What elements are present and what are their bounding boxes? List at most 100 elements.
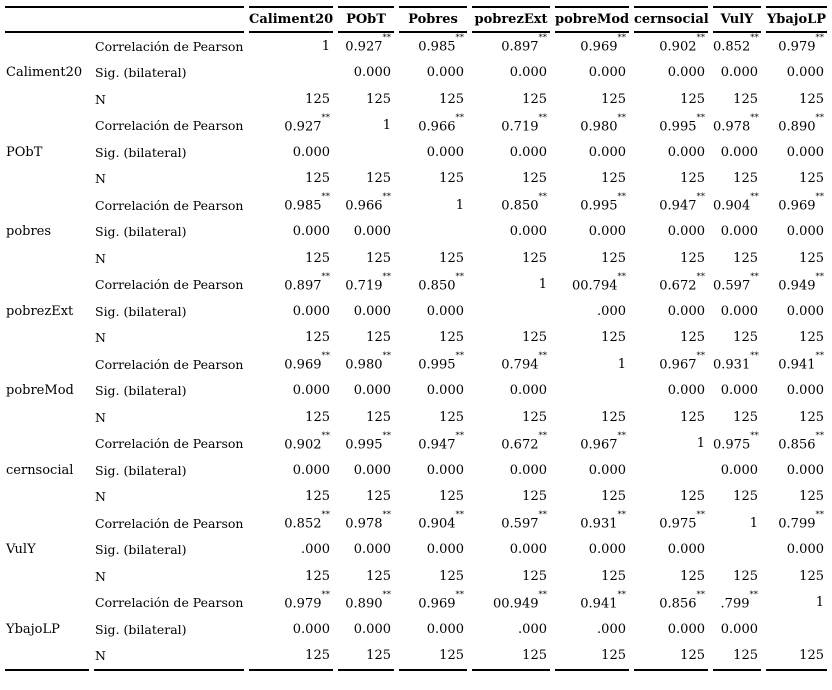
sig-cell: 0.000 xyxy=(353,462,391,478)
row-label: YbajoLP xyxy=(5,590,89,671)
pearson-cell: 1 xyxy=(382,118,391,134)
pearson-cell: 0.975** xyxy=(659,510,706,532)
significance-stars: ** xyxy=(696,271,706,282)
n-cell: 125 xyxy=(338,643,394,671)
n-cell: 125 xyxy=(680,330,705,346)
sig-cell: 0.000 xyxy=(588,542,626,558)
significance-stars: ** xyxy=(455,589,465,600)
sig-cell: 0.000 xyxy=(667,621,705,637)
pearson-cell: 0.985** xyxy=(284,192,330,214)
row-label: pobreMod xyxy=(6,383,74,399)
significance-stars: ** xyxy=(815,192,825,203)
significance-stars: ** xyxy=(455,510,465,521)
n-cell: 125 xyxy=(439,171,464,187)
pearson-cell: 0.931** xyxy=(713,351,759,373)
pearson-cell: 00.794** xyxy=(572,271,627,293)
sig-cell: 0.000 xyxy=(720,65,758,81)
pearson-cell: 0.852** xyxy=(284,510,330,532)
pearson-cell: 0.850** xyxy=(418,271,464,293)
significance-stars: ** xyxy=(538,430,548,441)
sig-cell: 0.000 xyxy=(292,303,330,319)
pearson-cell: 1 xyxy=(538,277,547,293)
stat-label-sig: Sig. (bilateral) xyxy=(95,462,187,478)
sig-row: Sig. (bilateral) 0.000 0.000 0.000 0.000 0.00… xyxy=(5,219,827,246)
significance-stars: ** xyxy=(750,33,759,44)
pearson-cell: 0.856** xyxy=(778,430,824,452)
n-cell: 125 xyxy=(399,643,467,671)
significance-stars: ** xyxy=(617,271,627,282)
stat-label-pearson: Correlación de Pearson xyxy=(95,197,244,213)
n-cell: 125 xyxy=(799,171,824,187)
pearson-cell: 0.980** xyxy=(345,351,391,373)
pearson-cell: 0.897** xyxy=(501,33,547,55)
significance-stars: ** xyxy=(696,33,706,44)
sig-cell xyxy=(555,378,629,405)
column-header-Pobres: Pobres xyxy=(399,6,467,33)
n-row: N 125 125 125 125 125 125 125 125 xyxy=(5,245,827,272)
n-row: N 125 125 125 125 125 125 125 125 xyxy=(5,484,827,511)
pearson-cell: 0.927** xyxy=(284,112,331,134)
n-cell: 125 xyxy=(733,568,758,584)
stat-label-pearson: Correlación de Pearson xyxy=(95,436,244,452)
pearson-cell: 0.969** xyxy=(284,351,330,373)
significance-stars: ** xyxy=(696,192,706,203)
n-cell: 125 xyxy=(799,250,824,266)
pearson-cell: 1 xyxy=(321,38,330,54)
n-cell: 125 xyxy=(305,171,330,187)
pearson-cell: .799** xyxy=(720,589,758,611)
significance-stars: ** xyxy=(696,510,706,521)
significance-stars: ** xyxy=(750,112,759,123)
sig-cell: 0.000 xyxy=(292,462,330,478)
pearson-cell: 1 xyxy=(696,436,705,452)
pearson-cell: 0.672** xyxy=(659,271,706,293)
stat-label-sig: Sig. (bilateral) xyxy=(95,65,187,81)
stat-label-n: N xyxy=(95,409,106,425)
significance-stars: ** xyxy=(815,112,825,123)
n-cell: 125 xyxy=(680,409,705,425)
row-label: cernsocial xyxy=(6,462,74,478)
significance-stars: ** xyxy=(815,351,825,362)
significance-stars: ** xyxy=(382,430,392,441)
sig-cell: 0.000 xyxy=(786,303,824,319)
n-cell: 125 xyxy=(733,91,758,107)
sig-cell: 0.000 xyxy=(786,224,824,240)
stat-label-sig: Sig. (bilateral) xyxy=(95,621,187,637)
sig-cell xyxy=(713,537,761,564)
sig-cell xyxy=(338,139,394,166)
pearson-cell: 0.799** xyxy=(778,510,825,532)
pearson-cell: 0.947** xyxy=(418,430,464,452)
significance-stars: ** xyxy=(815,33,825,44)
n-cell: 125 xyxy=(733,250,758,266)
sig-cell: 0.000 xyxy=(426,383,464,399)
sig-cell: .000 xyxy=(301,542,330,558)
pearson-row: YbajoLP Correlación de Pearson 0.979** 0.89… xyxy=(5,589,827,671)
sig-cell: 0.000 xyxy=(588,462,626,478)
sig-cell: 0.000 xyxy=(426,621,464,637)
pearson-cell: 0.850** xyxy=(501,192,547,214)
n-cell: 125 xyxy=(555,643,629,671)
pearson-cell: 0.947** xyxy=(659,192,706,214)
significance-stars: ** xyxy=(617,33,627,44)
significance-stars: ** xyxy=(538,510,548,521)
sig-cell: 0.000 xyxy=(509,65,547,81)
n-cell: 125 xyxy=(680,171,705,187)
sig-cell: 0.000 xyxy=(667,303,705,319)
significance-stars: ** xyxy=(382,510,392,521)
significance-stars: ** xyxy=(382,271,392,282)
n-cell: 125 xyxy=(366,568,391,584)
sig-cell: 0.000 xyxy=(509,542,547,558)
sig-cell xyxy=(634,457,708,484)
significance-stars: ** xyxy=(617,192,627,203)
significance-stars: ** xyxy=(321,112,331,123)
significance-stars: ** xyxy=(321,589,331,600)
pearson-cell: 0.856** xyxy=(659,589,705,611)
pearson-row: pobres Correlación de Pearson 0.985** 0.966… xyxy=(5,192,827,239)
pearson-cell: 00.949** xyxy=(493,589,547,611)
pearson-cell: 0.902** xyxy=(284,430,330,452)
sig-cell: 0.000 xyxy=(353,65,391,81)
stat-label-sig: Sig. (bilateral) xyxy=(95,542,187,558)
significance-stars: ** xyxy=(815,510,825,521)
pearson-cell: 0.967** xyxy=(580,430,626,452)
n-cell: 125 xyxy=(366,330,391,346)
significance-stars: ** xyxy=(750,351,759,362)
